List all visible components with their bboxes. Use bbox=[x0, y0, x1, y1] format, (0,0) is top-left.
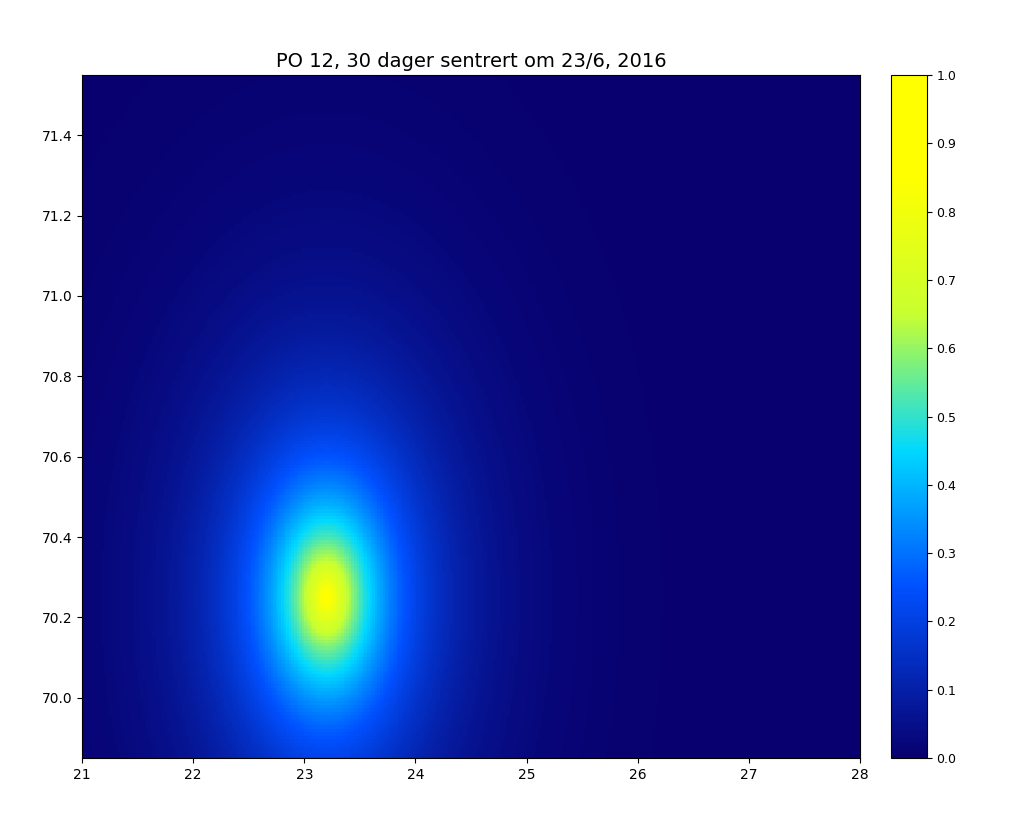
Title: PO 12, 30 dager sentrert om 23/6, 2016: PO 12, 30 dager sentrert om 23/6, 2016 bbox=[275, 52, 667, 71]
